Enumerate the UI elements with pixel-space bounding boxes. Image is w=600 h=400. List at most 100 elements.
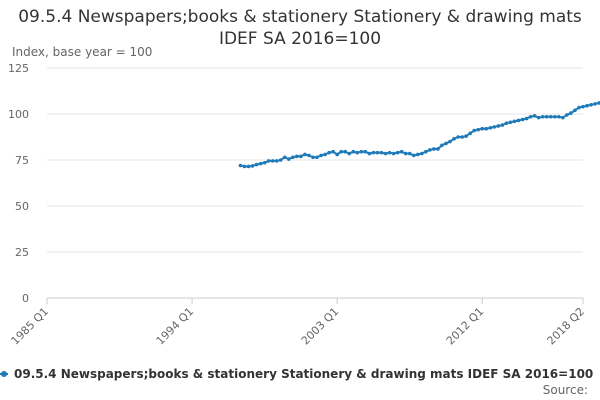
data-point[interactable] (387, 150, 392, 155)
data-point[interactable] (359, 149, 364, 154)
data-point[interactable] (282, 155, 287, 160)
data-point[interactable] (573, 108, 577, 113)
data-point[interactable] (399, 149, 404, 154)
data-point[interactable] (347, 151, 352, 156)
data-point[interactable] (315, 155, 319, 160)
data-point[interactable] (258, 161, 263, 166)
data-point[interactable] (589, 103, 593, 107)
legend[interactable]: 09.5.4 Newspapers;books & stationery Sta… (0, 367, 593, 381)
data-point[interactable] (504, 121, 509, 125)
data-point[interactable] (383, 151, 388, 156)
data-point[interactable] (303, 152, 307, 157)
data-point[interactable] (532, 114, 537, 118)
data-point[interactable] (391, 151, 396, 156)
data-point[interactable] (351, 149, 356, 154)
y-tick-label: 100 (8, 108, 29, 121)
data-point[interactable] (593, 102, 597, 106)
data-point[interactable] (424, 149, 428, 154)
data-point[interactable] (508, 120, 513, 125)
y-tick-label: 125 (8, 62, 29, 75)
data-point[interactable] (544, 114, 549, 119)
data-point[interactable] (291, 155, 295, 160)
data-point[interactable] (278, 158, 283, 162)
data-point[interactable] (557, 114, 561, 119)
data-point[interactable] (448, 139, 452, 144)
data-point[interactable] (254, 162, 259, 167)
data-point[interactable] (242, 164, 247, 169)
data-point[interactable] (512, 119, 517, 124)
data-point[interactable] (295, 154, 299, 159)
series-layer (238, 101, 600, 169)
data-point[interactable] (407, 151, 412, 156)
data-point[interactable] (246, 164, 251, 169)
data-point[interactable] (516, 118, 521, 123)
data-point[interactable] (432, 147, 436, 151)
data-point[interactable] (270, 159, 275, 163)
data-point[interactable] (488, 126, 493, 130)
data-point[interactable] (262, 160, 267, 165)
data-point[interactable] (379, 150, 384, 155)
legend-swatch-marker (1, 371, 7, 377)
data-point[interactable] (327, 150, 331, 155)
data-point[interactable] (415, 152, 420, 157)
data-point[interactable] (403, 151, 408, 156)
data-point[interactable] (585, 103, 589, 108)
data-point[interactable] (307, 153, 311, 158)
data-point[interactable] (299, 154, 303, 159)
data-point[interactable] (363, 149, 368, 154)
data-point[interactable] (331, 149, 335, 154)
data-point[interactable] (565, 113, 569, 117)
grid (47, 67, 583, 299)
data-point[interactable] (339, 149, 344, 154)
data-point[interactable] (492, 125, 497, 129)
data-point[interactable] (520, 117, 525, 122)
chart-title: 09.5.4 Newspapers;books & stationery Sta… (18, 7, 582, 49)
data-point[interactable] (597, 101, 600, 105)
data-point[interactable] (371, 150, 376, 155)
data-point[interactable] (569, 111, 573, 115)
data-point[interactable] (472, 128, 476, 133)
data-point[interactable] (540, 114, 545, 119)
data-point[interactable] (250, 164, 255, 168)
data-point[interactable] (500, 123, 505, 127)
data-point[interactable] (343, 149, 348, 154)
data-point[interactable] (468, 131, 472, 136)
data-point[interactable] (496, 124, 501, 128)
data-point[interactable] (452, 137, 456, 141)
data-point[interactable] (375, 150, 380, 155)
data-point[interactable] (460, 135, 464, 139)
data-point[interactable] (536, 115, 541, 120)
data-point[interactable] (480, 126, 485, 131)
data-point[interactable] (456, 135, 460, 139)
data-point[interactable] (411, 153, 416, 158)
data-point[interactable] (436, 147, 440, 151)
data-point[interactable] (323, 152, 327, 157)
data-point[interactable] (238, 163, 243, 168)
data-point[interactable] (524, 116, 529, 121)
source-label: Source: (543, 383, 588, 397)
data-point[interactable] (440, 143, 444, 148)
data-point[interactable] (335, 152, 339, 157)
y-tick-label: 75 (15, 154, 29, 167)
data-point[interactable] (266, 159, 271, 163)
data-point[interactable] (274, 159, 279, 163)
data-point[interactable] (444, 141, 448, 146)
data-point[interactable] (548, 114, 553, 119)
data-point[interactable] (420, 151, 424, 156)
data-point[interactable] (319, 153, 323, 158)
data-point[interactable] (355, 150, 360, 155)
data-point[interactable] (311, 155, 315, 160)
y-tick-label: 0 (22, 292, 29, 305)
data-point[interactable] (464, 134, 468, 138)
data-point[interactable] (561, 115, 565, 120)
data-point[interactable] (577, 105, 581, 110)
data-point[interactable] (476, 127, 481, 132)
data-point[interactable] (484, 126, 489, 131)
data-point[interactable] (367, 151, 372, 156)
data-point[interactable] (428, 148, 432, 152)
data-point[interactable] (552, 114, 557, 119)
data-point[interactable] (395, 150, 400, 155)
data-point[interactable] (581, 104, 585, 109)
data-point[interactable] (287, 157, 291, 161)
data-point[interactable] (528, 114, 533, 119)
